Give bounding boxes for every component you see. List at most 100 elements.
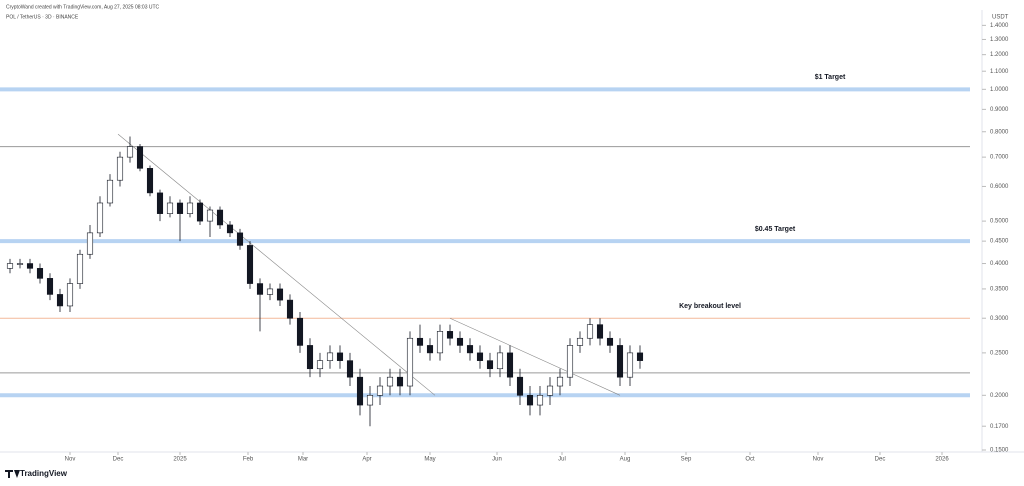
y-tick-label: 1.0000 xyxy=(990,87,1009,93)
candle-body xyxy=(456,337,464,346)
y-tick-label: 0.4500 xyxy=(990,239,1009,245)
y-tick-label: 0.2500 xyxy=(990,350,1009,356)
candle-body xyxy=(66,283,74,307)
candle-body xyxy=(206,209,214,222)
subtitle: CryptoWand created with TradingView.com,… xyxy=(6,4,160,10)
candle-body xyxy=(306,345,314,370)
candle-body xyxy=(266,288,274,295)
candle-body xyxy=(186,202,194,214)
candle-body xyxy=(576,337,584,346)
candle-body xyxy=(556,376,564,387)
candle-body xyxy=(416,337,424,346)
level-label: $1 Target xyxy=(815,74,846,81)
x-tick-label: Nov xyxy=(65,457,76,463)
x-tick-label: Dec xyxy=(875,457,886,463)
candle-body xyxy=(586,324,594,339)
y-tick-label: 0.6000 xyxy=(990,184,1009,190)
y-tick-label: 0.9000 xyxy=(990,107,1009,113)
brand-logo xyxy=(5,470,20,478)
brand: TradingView xyxy=(20,469,68,478)
candle-body xyxy=(46,278,54,295)
y-tick-label: 1.2000 xyxy=(990,52,1009,58)
candle-body xyxy=(106,179,114,204)
y-tick-label: 0.1700 xyxy=(990,424,1009,430)
candle-body xyxy=(356,376,364,406)
trendline xyxy=(449,317,621,396)
y-tick-label: 0.7000 xyxy=(990,155,1009,161)
y-axis-label: USDT xyxy=(992,15,1009,21)
x-tick-label: Jun xyxy=(492,457,502,463)
x-tick-label: 2026 xyxy=(935,457,949,463)
candle-body xyxy=(86,232,94,255)
candle-body xyxy=(286,299,294,319)
candle-body xyxy=(146,168,154,194)
candle-body xyxy=(386,376,394,387)
y-tick-label: 1.3000 xyxy=(990,37,1009,43)
candle-body xyxy=(506,352,514,378)
candle-body xyxy=(606,337,614,346)
x-tick-label: Dec xyxy=(113,457,124,463)
candle-body xyxy=(596,324,604,339)
candle-body xyxy=(436,331,444,354)
x-tick-label: Apr xyxy=(362,457,371,463)
x-tick-label: Aug xyxy=(620,457,631,463)
candle-body xyxy=(346,360,354,378)
candle-body xyxy=(216,209,224,226)
candle-body xyxy=(166,202,174,214)
candle-body xyxy=(246,245,254,284)
candle-body xyxy=(276,288,284,301)
candle-body xyxy=(326,352,334,361)
candle-body xyxy=(366,395,374,406)
candle-body xyxy=(536,395,544,406)
candle-body xyxy=(376,385,384,396)
candle-body xyxy=(636,352,644,361)
candle-body xyxy=(26,263,34,269)
candle-body xyxy=(176,202,184,214)
candle-body xyxy=(496,352,504,370)
y-tick-label: 0.5000 xyxy=(990,219,1009,225)
candle-body xyxy=(546,385,554,396)
x-tick-label: Feb xyxy=(243,457,254,463)
candle-body xyxy=(336,352,344,361)
y-tick-label: 0.2000 xyxy=(990,393,1009,399)
y-tick-label: 1.4000 xyxy=(990,23,1009,29)
candle-body xyxy=(76,253,84,284)
candle-body xyxy=(36,268,44,279)
candle-body xyxy=(466,345,474,354)
x-tick-label: May xyxy=(424,457,435,463)
x-tick-label: 2025 xyxy=(173,457,187,463)
level-label: Key breakout level xyxy=(679,303,741,310)
x-tick-label: Nov xyxy=(813,457,824,463)
candle-body xyxy=(296,317,304,346)
y-tick-label: 0.3500 xyxy=(990,286,1009,292)
candle-body xyxy=(236,232,244,246)
candle-body xyxy=(616,345,624,378)
y-tick-label: 0.1500 xyxy=(990,448,1009,454)
candle-body xyxy=(426,345,434,354)
chart-title: POL / TetherUS · 3D · BINANCE xyxy=(6,14,79,20)
candle-body xyxy=(6,263,14,269)
candle-body xyxy=(226,224,234,234)
candle-body xyxy=(126,146,134,158)
candle-body xyxy=(476,352,484,361)
candle-body xyxy=(16,263,24,265)
candle-body xyxy=(406,337,414,387)
y-tick-label: 0.8000 xyxy=(990,129,1009,135)
candle-body xyxy=(566,345,574,378)
candle-body xyxy=(136,146,144,169)
candle-body xyxy=(56,294,64,307)
y-tick-label: 0.3000 xyxy=(990,316,1009,322)
candle-body xyxy=(116,156,124,181)
candle-body xyxy=(446,331,454,339)
candle-body xyxy=(316,360,324,370)
x-tick-label: Sep xyxy=(681,457,692,463)
candle-body xyxy=(396,376,404,387)
x-tick-label: Oct xyxy=(745,457,755,463)
y-tick-label: 1.1000 xyxy=(990,69,1009,75)
candle-body xyxy=(256,283,264,295)
candle-body xyxy=(626,352,634,378)
candle-body xyxy=(96,202,104,234)
candle-body xyxy=(156,192,164,214)
candle-body xyxy=(196,202,204,222)
